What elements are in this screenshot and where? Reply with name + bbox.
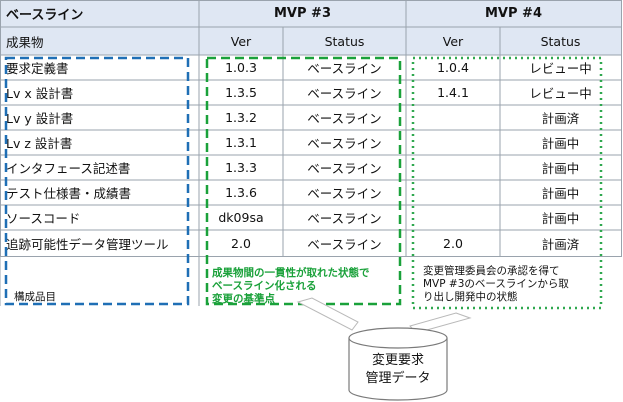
mvp3-ver: 1.3.1 xyxy=(225,135,257,150)
deliverable-name: Lv x 設計書 xyxy=(6,86,74,101)
mvp3-ver: 1.0.3 xyxy=(225,60,257,75)
mvp3-status: ベースライン xyxy=(307,136,382,151)
deliverable-name: テスト仕様書・成績書 xyxy=(6,186,132,201)
mvp4-status: 計画済 xyxy=(541,237,580,252)
database-cylinder xyxy=(348,327,448,401)
mvp3-status: ベースライン xyxy=(307,86,382,101)
green-note-line-2: ベースライン化される xyxy=(212,280,317,292)
deliverable-name: 追跡可能性データ管理ツール xyxy=(6,237,169,252)
mvp4-status: 計画中 xyxy=(541,211,580,226)
deliverable-name: ソースコード xyxy=(6,211,81,226)
header-baseline: ベースライン xyxy=(0,0,199,27)
mvp3-ver: 2.0 xyxy=(231,236,251,251)
mvp4-ver: 1.0.4 xyxy=(437,60,469,75)
header-mvp4-ver: Ver xyxy=(406,27,500,55)
mvp4-note-line-1: 変更管理委員会の承認を得て xyxy=(423,265,560,277)
blue-dashed-frame xyxy=(4,56,190,306)
mvp3-status: ベースライン xyxy=(307,111,382,126)
mvp4-status: レビュー中 xyxy=(529,61,592,76)
mvp4-status: 計画中 xyxy=(541,186,580,201)
mvp3-ver: 1.3.6 xyxy=(225,185,257,200)
header-mvp3-ver: Ver xyxy=(199,27,283,55)
mvp3-status: ベースライン xyxy=(307,211,382,226)
deliverable-name: インタフェース記述書 xyxy=(6,161,131,176)
mvp4-note: 変更管理委員会の承認を得て MVP #3のベースラインから取 り出し開発中の状態 xyxy=(423,265,569,304)
green-dotted-frame xyxy=(411,56,603,310)
deliverable-name: 要求定義書 xyxy=(6,61,69,76)
mvp3-status: ベースライン xyxy=(307,237,382,252)
mvp3-status: ベースライン xyxy=(307,161,382,176)
green-note-line-1: 成果物間の一貫性が取れた状態で xyxy=(212,267,370,279)
mvp4-note-line-3: り出し開発中の状態 xyxy=(423,291,518,303)
header-deliverable: 成果物 xyxy=(0,27,199,55)
mvp4-status: 計画済 xyxy=(541,111,580,126)
mvp3-ver: dk09sa xyxy=(218,210,264,225)
mvp3-status: ベースライン xyxy=(307,186,382,201)
config-items-label: 構成品目 xyxy=(14,291,56,303)
header-mvp4-status: Status xyxy=(500,27,621,55)
database-label-line-2: 管理データ xyxy=(365,371,431,386)
mvp3-ver: 1.3.5 xyxy=(225,85,257,100)
connector-arrows xyxy=(296,297,472,334)
table-grid xyxy=(0,0,622,306)
mvp4-ver: 1.4.1 xyxy=(437,85,469,100)
deliverable-name: Lv y 設計書 xyxy=(6,111,74,126)
green-note: 成果物間の一貫性が取れた状態で ベースライン化される 変更の基準点 xyxy=(212,267,370,306)
header-mvp3-status: Status xyxy=(283,27,406,55)
green-note-line-3: 変更の基準点 xyxy=(212,293,275,305)
database-label: 変更要求 管理データ xyxy=(349,352,447,388)
mvp4-ver: 2.0 xyxy=(443,236,463,251)
mvp4-status: 計画中 xyxy=(541,136,580,151)
header-mvp3: MVP #3 xyxy=(199,0,406,27)
mvp4-note-line-2: MVP #3のベースラインから取 xyxy=(423,278,569,290)
mvp4-status: 計画中 xyxy=(541,161,580,176)
mvp3-ver: 1.3.2 xyxy=(225,110,257,125)
left-connector-arrow xyxy=(296,297,359,331)
database-label-line-1: 変更要求 xyxy=(371,353,424,368)
mvp3-ver: 1.3.3 xyxy=(225,160,257,175)
deliverable-name: Lv z 設計書 xyxy=(6,136,73,151)
mvp3-status: ベースライン xyxy=(307,61,382,76)
header-mvp4: MVP #4 xyxy=(406,0,621,27)
mvp4-status: レビュー中 xyxy=(529,86,592,101)
